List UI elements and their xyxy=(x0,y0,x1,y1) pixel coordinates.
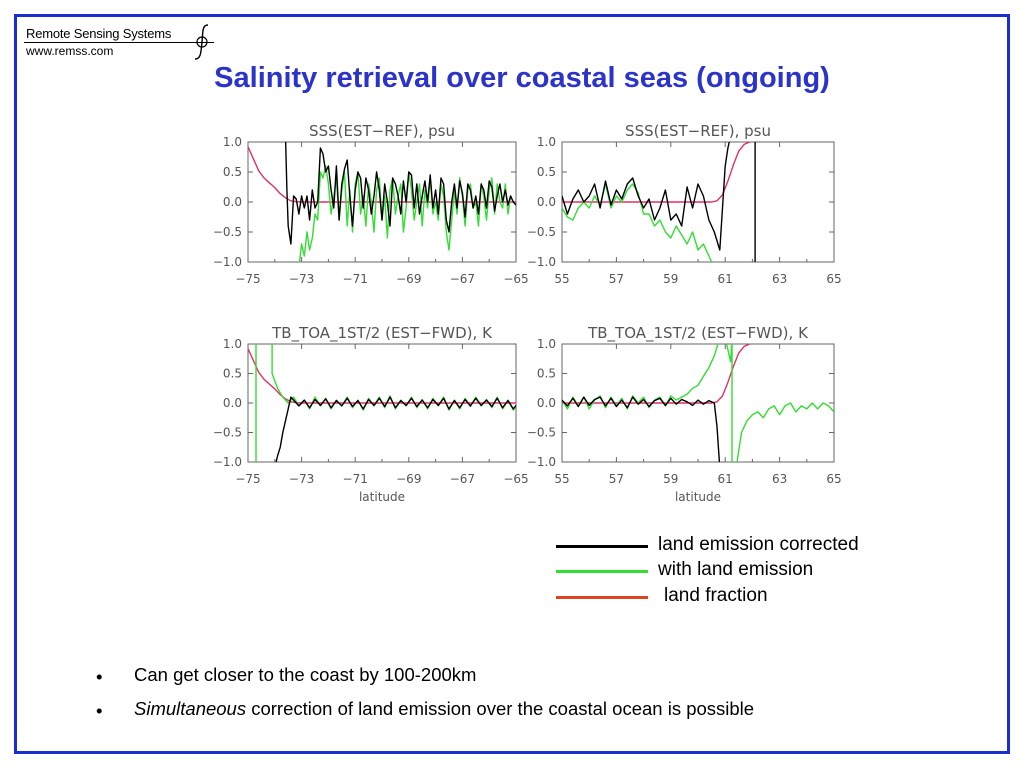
x-axis-label: latitude xyxy=(675,490,721,504)
bullet-text: Simultaneous correction of land emission… xyxy=(134,698,754,720)
y-tick-label: 1.0 xyxy=(223,135,242,149)
y-tick-label: 1.0 xyxy=(223,337,242,351)
x-tick-label: −69 xyxy=(396,272,421,286)
x-tick-label: −65 xyxy=(503,272,528,286)
x-tick-label: −65 xyxy=(503,472,528,486)
logo-integral-icon xyxy=(194,24,209,60)
x-tick-label: −71 xyxy=(343,472,368,486)
x-tick-label: 61 xyxy=(718,272,733,286)
legend-swatch-land-fraction xyxy=(556,596,648,599)
chart-series-group xyxy=(562,142,756,262)
legend-swatch-corrected xyxy=(556,545,648,548)
bullet-marker: • xyxy=(96,666,103,687)
x-tick-label: 55 xyxy=(554,272,569,286)
x-axis-label: latitude xyxy=(359,490,405,504)
bullet-text-emphasis: Simultaneous xyxy=(134,698,247,719)
y-tick-label: 0.5 xyxy=(537,165,556,179)
series-line xyxy=(284,142,516,245)
chart-panel: TB_TOA_1ST/2 (EST−FWD), K 1.0 0.5 0.0 −0.5 −1… xyxy=(213,324,529,504)
series-line xyxy=(562,142,730,251)
x-tick-label: 65 xyxy=(826,272,841,286)
x-tick-label: −67 xyxy=(450,272,475,286)
x-tick-label: 63 xyxy=(772,472,787,486)
y-tick-label: 0.5 xyxy=(223,367,242,381)
logo-url: www.remss.com xyxy=(26,44,114,58)
series-line xyxy=(248,348,516,404)
bullet-text: Can get closer to the coast by 100-200km xyxy=(134,664,476,686)
x-tick-label: 65 xyxy=(826,472,841,486)
series-line xyxy=(562,344,753,404)
y-tick-label: 1.0 xyxy=(537,135,556,149)
x-tick-label: −75 xyxy=(235,272,260,286)
legend-label: land emission corrected xyxy=(658,534,859,555)
x-tick-label: 55 xyxy=(554,472,569,486)
y-tick-label: −1.0 xyxy=(527,455,556,469)
x-tick-label: −71 xyxy=(343,272,368,286)
x-tick-label: −67 xyxy=(450,472,475,486)
x-tick-label: 57 xyxy=(609,272,624,286)
x-tick-label: 57 xyxy=(609,472,624,486)
bullet-item: • Simultaneous correction of land emissi… xyxy=(96,698,976,732)
x-tick-label: −73 xyxy=(289,472,314,486)
y-tick-label: −0.5 xyxy=(213,426,242,440)
series-line xyxy=(562,142,753,203)
y-tick-label: 0.0 xyxy=(223,396,242,410)
series-line xyxy=(275,396,516,462)
y-tick-label: −0.5 xyxy=(527,426,556,440)
legend-label: with land emission xyxy=(658,559,814,580)
legend-swatch-land-emission xyxy=(556,570,648,573)
y-tick-label: 1.0 xyxy=(537,337,556,351)
chart-title: SSS(EST−REF), psu xyxy=(625,122,771,140)
legend-label: land fraction xyxy=(664,585,768,606)
y-tick-label: −0.5 xyxy=(527,225,556,239)
x-tick-label: 59 xyxy=(663,272,678,286)
legend-entry: with land emission xyxy=(556,559,916,583)
chart-panel: SSS(EST−REF), psu 1.0 0.5 0.0 −0.5 −1.0 55 57 59… xyxy=(527,122,842,286)
chart-title: SSS(EST−REF), psu xyxy=(309,122,455,140)
chart-title: TB_TOA_1ST/2 (EST−FWD), K xyxy=(587,324,809,343)
series-line xyxy=(248,146,516,203)
chart-series-group xyxy=(248,142,516,262)
legend-entry: land fraction xyxy=(556,585,916,609)
chart-series-group xyxy=(248,344,516,462)
bullet-text-main: correction of land emission over the coa… xyxy=(246,698,755,719)
bullet-item: • Can get closer to the coast by 100-200… xyxy=(96,664,976,698)
bullet-marker: • xyxy=(96,700,103,721)
y-tick-label: 0.0 xyxy=(223,195,242,209)
x-tick-label: 59 xyxy=(663,472,678,486)
logo-rule xyxy=(24,42,214,43)
chart-panel: SSS(EST−REF), psu 1.0 0.5 0.0 −0.5 −1.0 −75 −73… xyxy=(213,122,529,286)
x-tick-label: 61 xyxy=(718,472,733,486)
chart-title: TB_TOA_1ST/2 (EST−FWD), K xyxy=(271,324,493,343)
y-tick-label: 0.5 xyxy=(537,367,556,381)
bullet-list: • Can get closer to the coast by 100-200… xyxy=(96,664,976,732)
y-tick-label: −0.5 xyxy=(213,225,242,239)
y-tick-label: −1.0 xyxy=(213,455,242,469)
x-tick-label: −73 xyxy=(289,272,314,286)
y-tick-label: −1.0 xyxy=(527,255,556,269)
x-tick-label: 63 xyxy=(772,272,787,286)
y-tick-label: 0.0 xyxy=(537,396,556,410)
chart-panel: TB_TOA_1ST/2 (EST−FWD), K 1.0 0.5 0.0 −0.5 −1… xyxy=(527,324,842,504)
slide-title: Salinity retrieval over coastal seas (on… xyxy=(214,62,830,94)
series-line xyxy=(562,183,713,262)
legend: land emission corrected with land emissi… xyxy=(556,534,916,614)
chart-series-group xyxy=(562,344,834,462)
y-tick-label: 0.0 xyxy=(537,195,556,209)
x-tick-label: −75 xyxy=(235,472,260,486)
y-tick-label: 0.5 xyxy=(223,165,242,179)
x-tick-label: −69 xyxy=(396,472,421,486)
legend-entry: land emission corrected xyxy=(556,534,916,558)
logo: Remote Sensing Systems www.remss.com xyxy=(24,22,224,68)
series-line xyxy=(562,396,721,462)
logo-name: Remote Sensing Systems xyxy=(26,26,172,41)
slide-border xyxy=(14,14,1010,754)
y-tick-label: −1.0 xyxy=(213,255,242,269)
bullet-text-main: Can get closer to the coast by 100-200km xyxy=(134,664,477,685)
